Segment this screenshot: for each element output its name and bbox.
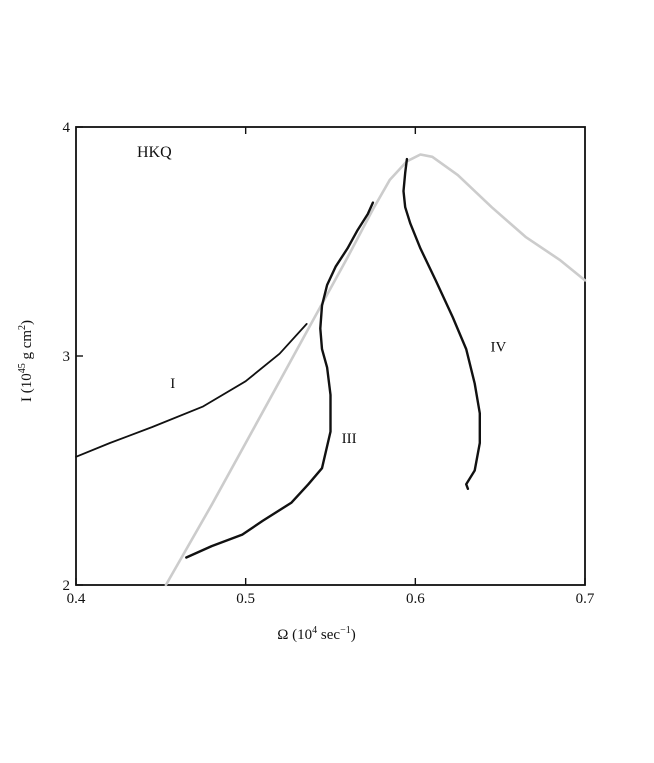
annotation-hkq: HKQ <box>137 144 172 161</box>
curve-label-i: I <box>170 376 175 392</box>
y-tick-label: 2 <box>63 578 71 594</box>
y-axis-title: I (1045 g cm2) <box>17 320 35 402</box>
y-tick-label: 4 <box>63 120 71 136</box>
series-line-gray <box>164 153 587 587</box>
curve-label-iii: III <box>342 431 357 447</box>
series-line-iv <box>402 157 481 490</box>
x-axis-title: Ω (104 sec−1) <box>277 625 355 643</box>
curve-label-iv: IV <box>491 339 507 355</box>
x-tick-label: 0.4 <box>67 591 86 607</box>
x-tick-label: 0.7 <box>576 591 595 607</box>
series-group <box>75 153 587 587</box>
y-tick-label: 3 <box>63 349 71 365</box>
x-tick-label: 0.5 <box>236 591 255 607</box>
series-line-iii <box>185 201 375 559</box>
plot-frame <box>75 126 586 586</box>
series-line-i <box>75 323 308 458</box>
x-tick-label: 0.6 <box>406 591 425 607</box>
ticks: 0.4 0.5 0.6 0.7 2 3 4 <box>63 120 595 607</box>
